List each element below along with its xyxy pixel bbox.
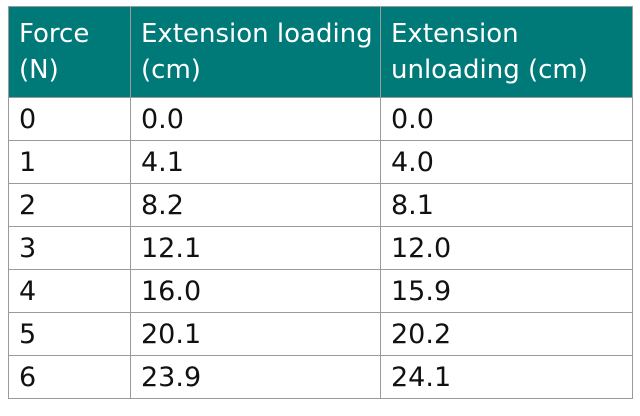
table-cell: 4.1	[130, 140, 381, 184]
table-cell: 8.1	[380, 183, 633, 227]
table-header: Force (N) Extension loading (cm) Extension…	[8, 6, 633, 98]
table-cell: 3	[8, 226, 131, 270]
table-row: 0 0.0 0.0	[8, 97, 633, 141]
table-cell: 5	[8, 312, 131, 356]
header-cell: Extension unloading (cm)	[380, 6, 633, 98]
table-row: 4 16.0 15.9	[8, 269, 633, 313]
table-row: 3 12.1 12.0	[8, 226, 633, 270]
table-cell: 0.0	[130, 97, 381, 141]
table-cell: 24.1	[380, 355, 633, 399]
table-cell: 20.2	[380, 312, 633, 356]
data-table: Force (N) Extension loading (cm) Extension…	[8, 6, 633, 399]
header-row: Force (N) Extension loading (cm) Extension…	[8, 6, 633, 98]
table-cell: 15.9	[380, 269, 633, 313]
table-cell: 12.0	[380, 226, 633, 270]
table-cell: 0	[8, 97, 131, 141]
table-cell: 23.9	[130, 355, 381, 399]
table-cell: 20.1	[130, 312, 381, 356]
table-cell: 8.2	[130, 183, 381, 227]
table-cell: 4	[8, 269, 131, 313]
table-cell: 2	[8, 183, 131, 227]
table-cell: 12.1	[130, 226, 381, 270]
header-cell: Extension loading (cm)	[130, 6, 381, 98]
table-cell: 4.0	[380, 140, 633, 184]
table-cell: 6	[8, 355, 131, 399]
table-row: 2 8.2 8.1	[8, 183, 633, 227]
table-row: 1 4.1 4.0	[8, 140, 633, 184]
header-cell: Force (N)	[8, 6, 131, 98]
table-cell: 16.0	[130, 269, 381, 313]
table-cell: 0.0	[380, 97, 633, 141]
table-cell: 1	[8, 140, 131, 184]
table-body: 0 0.0 0.0 1 4.1 4.0 2 8.2 8.1 3 12.1 12.0 4 16.0 15.9 5…	[8, 97, 633, 399]
table-row: 5 20.1 20.2	[8, 312, 633, 356]
table-row: 6 23.9 24.1	[8, 355, 633, 399]
